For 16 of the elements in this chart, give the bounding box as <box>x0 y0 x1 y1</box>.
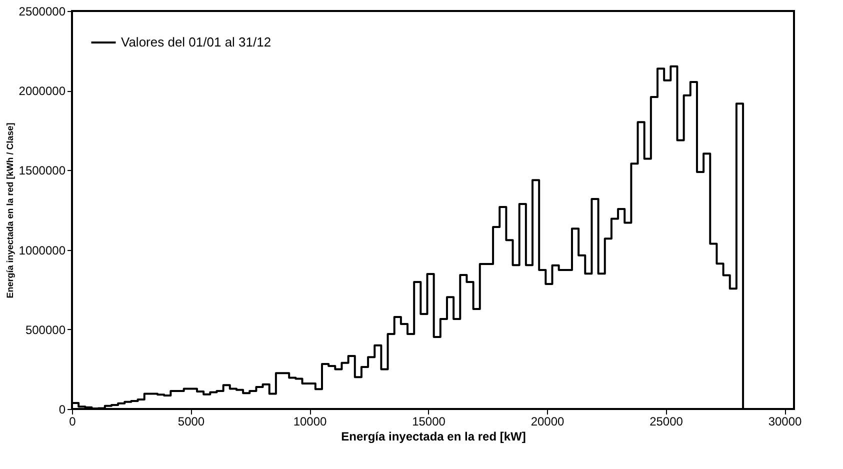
y-tick-label: 1500000 <box>18 164 66 178</box>
x-tick-label: 15000 <box>412 414 446 428</box>
x-tick-label: 5000 <box>178 414 205 428</box>
x-tick-label: 0 <box>69 414 76 428</box>
y-tick-label: 500000 <box>25 322 66 337</box>
y-tick-label: 2500000 <box>18 4 66 18</box>
y-tick-label: 0 <box>58 402 66 416</box>
x-tick-label: 20000 <box>530 414 565 428</box>
y-tick-label: 1000000 <box>18 243 66 258</box>
legend-label: Valores del 01/01 al 31/12 <box>121 34 272 50</box>
x-tick-label: 25000 <box>650 414 684 428</box>
x-tick-label: 10000 <box>293 414 328 428</box>
y-tick-label: 2000000 <box>18 84 66 98</box>
x-tick-label: 30000 <box>768 414 802 428</box>
x-axis-title: Energía inyectada en la red [kW] <box>341 430 526 444</box>
y-axis-title: Energía inyectada en la red [kWh / Clase] <box>4 122 15 298</box>
